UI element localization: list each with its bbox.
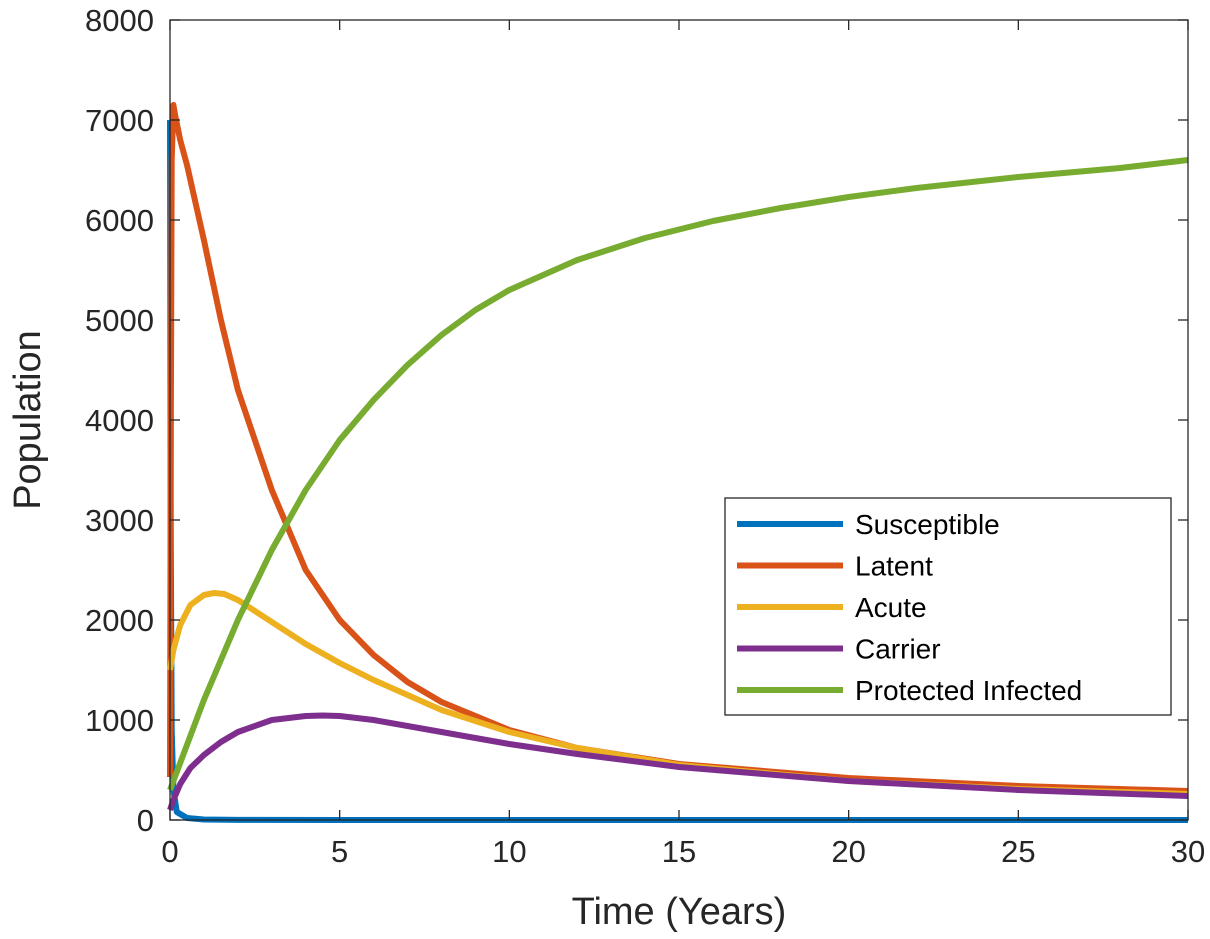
x-tick-label: 25 [1001,834,1035,869]
y-tick-label: 5000 [85,303,154,338]
x-tick-label: 20 [831,834,865,869]
legend: Susceptible Latent Acute Carrier Protected I… [724,497,1172,716]
y-axis-ticks: 0 1000 2000 3000 4000 5000 6000 7000 8000 [85,3,1188,838]
x-tick-label: 10 [492,834,526,869]
legend-label: Acute [855,592,927,623]
y-tick-label: 8000 [85,3,154,38]
y-axis-label: Population [7,330,49,510]
x-axis-label: Time (Years) [572,891,787,933]
legend-label: Protected Infected [855,675,1082,706]
legend-label: Susceptible [855,509,1000,540]
x-tick-label: 0 [161,834,178,869]
series-line-carrier [167,712,1189,811]
y-tick-label: 0 [137,803,154,838]
y-tick-label: 7000 [85,103,154,138]
series-line-protected-infected [167,157,1189,792]
y-tick-label: 2000 [85,603,154,638]
x-tick-label: 15 [662,834,696,869]
y-tick-label: 4000 [85,403,154,438]
x-tick-label: 5 [331,834,348,869]
legend-label: Latent [855,551,933,582]
x-tick-label: 30 [1171,834,1205,869]
y-tick-label: 3000 [85,503,154,538]
legend-label: Carrier [855,634,941,665]
y-tick-label: 6000 [85,203,154,238]
x-axis-ticks: 0 5 10 15 20 25 30 [161,20,1205,869]
y-tick-label: 1000 [85,703,154,738]
